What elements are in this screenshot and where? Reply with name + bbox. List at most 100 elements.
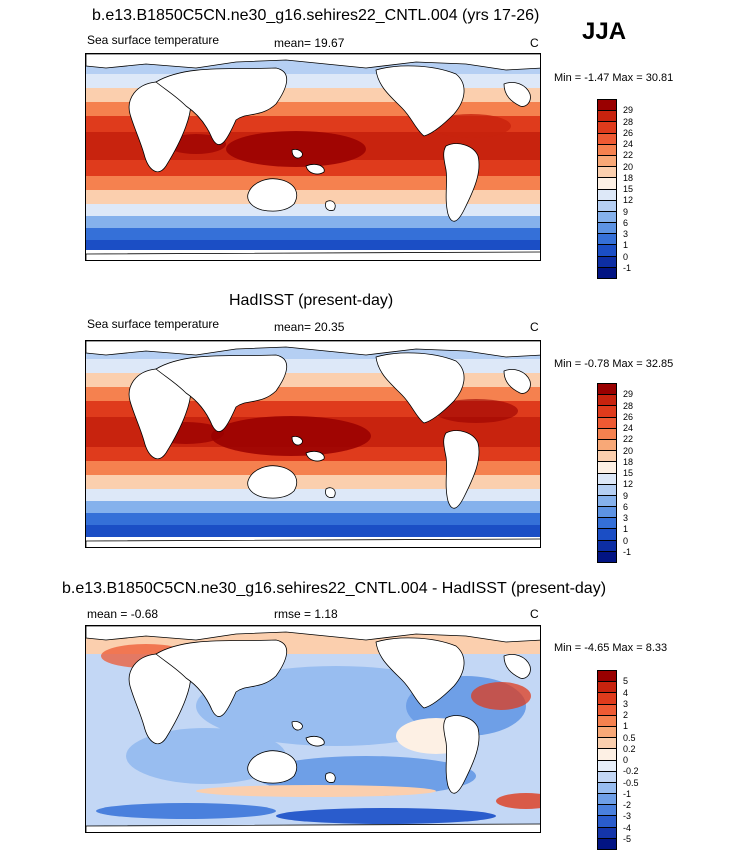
panel3-title: b.e13.B1850C5CN.ne30_g16.sehires22_CNTL.… (62, 580, 607, 597)
colorbar-tick-label: -0.2 (623, 766, 639, 777)
panel1-mean-label: mean= 19.67 (274, 36, 345, 50)
panel3-map (85, 625, 541, 833)
colorbar-tick-label: 20 (623, 445, 634, 456)
colorbar-swatch (598, 189, 616, 201)
panel1-units-label: C (530, 36, 539, 50)
panel3-colorbar (597, 670, 617, 850)
colorbar-tick-label: 18 (623, 172, 634, 183)
colorbar-swatch (598, 122, 616, 134)
colorbar-swatch (598, 133, 616, 145)
colorbar-tick-label: 24 (623, 423, 634, 433)
colorbar-swatch (598, 827, 616, 839)
colorbar-swatch (598, 816, 616, 828)
colorbar-swatch (598, 551, 616, 562)
colorbar-swatch (598, 111, 616, 123)
colorbar-swatch (598, 223, 616, 235)
colorbar-tick-label: 6 (623, 217, 629, 228)
panel2-title: HadISST (present-day) (229, 292, 394, 309)
panel1-colorbar-labels: 29 28 26 24 22 20 18 15 12 9 6 3 1 0 -1 (623, 99, 663, 279)
panel3-colorbar-labels: 5 4 3 2 1 0.5 0.2 0 -0.2 -0.5 -1 -2 -3 -4 -5 (623, 670, 663, 850)
colorbar-tick-label: 0 (623, 251, 629, 262)
colorbar-swatch (598, 495, 616, 508)
colorbar-swatch (598, 428, 616, 440)
colorbar-swatch (598, 395, 616, 407)
colorbar-swatch (598, 693, 616, 705)
colorbar-tick-label: -4 (623, 822, 632, 833)
panel2-colorbar (597, 383, 617, 563)
panel1-minmax-label: Min = -1.47 Max = 30.81 (554, 72, 674, 84)
season-label: JJA (582, 18, 627, 45)
panel2-minmax-label: Min = -0.78 Max = 32.85 (554, 358, 674, 370)
colorbar-swatch (598, 760, 616, 772)
colorbar-swatch (598, 100, 616, 112)
colorbar-swatch (598, 211, 616, 224)
colorbar-tick-label: 5 (623, 676, 629, 687)
panel2-map (85, 340, 541, 548)
colorbar-swatch (598, 540, 616, 552)
panel3-units-label: C (530, 607, 539, 621)
colorbar-tick-label: 9 (623, 206, 629, 217)
colorbar-swatch (598, 234, 616, 246)
colorbar-tick-label: 0.5 (623, 732, 636, 743)
colorbar-swatch (598, 749, 616, 761)
colorbar-swatch (598, 406, 616, 418)
colorbar-swatch (598, 167, 616, 179)
colorbar-swatch (598, 671, 616, 683)
colorbar-tick-label: 3 (623, 229, 629, 239)
colorbar-tick-label: 1 (623, 721, 629, 732)
colorbar-tick-label: 3 (623, 513, 629, 523)
colorbar-tick-label: 0.2 (623, 743, 636, 754)
colorbar-tick-label: -0.5 (623, 777, 639, 788)
colorbar-tick-label: -5 (623, 833, 632, 844)
colorbar-swatch (598, 267, 616, 278)
colorbar-swatch (598, 682, 616, 694)
colorbar-tick-label: 12 (623, 195, 634, 206)
panel1-title: b.e13.B1850C5CN.ne30_g16.sehires22_CNTL.… (92, 7, 540, 24)
panel2-units-label: C (530, 320, 539, 334)
colorbar-swatch (598, 704, 616, 716)
colorbar-swatch (598, 484, 616, 496)
colorbar-swatch (598, 451, 616, 463)
colorbar-swatch (598, 518, 616, 530)
colorbar-tick-label: 28 (623, 400, 634, 411)
colorbar-swatch (598, 155, 616, 168)
panel3-minmax-label: Min = -4.65 Max = 8.33 (554, 642, 668, 654)
colorbar-tick-label: -1 (623, 788, 632, 799)
colorbar-tick-label: 9 (623, 490, 629, 501)
colorbar-swatch (598, 439, 616, 452)
colorbar-tick-label: 4 (623, 687, 629, 698)
panel2-variable-label: Sea surface temperature (87, 317, 220, 331)
colorbar-swatch (598, 507, 616, 519)
colorbar-tick-label: 22 (623, 150, 634, 161)
colorbar-swatch (598, 805, 616, 817)
colorbar-tick-label: -1 (623, 262, 632, 273)
colorbar-tick-label: 1 (623, 524, 629, 535)
colorbar-tick-label: 2 (623, 710, 629, 720)
colorbar-swatch (598, 782, 616, 795)
colorbar-swatch (598, 178, 616, 190)
colorbar-tick-label: 0 (623, 535, 629, 546)
colorbar-tick-label: 29 (623, 105, 634, 116)
colorbar-swatch (598, 715, 616, 727)
colorbar-tick-label: 24 (623, 139, 634, 149)
colorbar-tick-label: 18 (623, 456, 634, 467)
colorbar-swatch (598, 838, 616, 849)
panel1-variable-label: Sea surface temperature (87, 33, 220, 47)
colorbar-tick-label: -2 (623, 800, 632, 810)
colorbar-swatch (598, 417, 616, 429)
colorbar-swatch (598, 245, 616, 257)
colorbar-tick-label: -3 (623, 811, 632, 822)
colorbar-swatch (598, 529, 616, 541)
colorbar-tick-label: 3 (623, 698, 629, 709)
colorbar-tick-label: 12 (623, 479, 634, 490)
colorbar-swatch (598, 384, 616, 396)
colorbar-tick-label: 1 (623, 240, 629, 251)
colorbar-tick-label: 0 (623, 755, 629, 765)
panel2-colorbar-labels: 29 28 26 24 22 20 18 15 12 9 6 3 1 0 -1 (623, 383, 663, 563)
panel2-mean-label: mean= 20.35 (274, 320, 345, 334)
colorbar-swatch (598, 726, 616, 739)
panel1-colorbar (597, 99, 617, 279)
colorbar-swatch (598, 771, 616, 783)
colorbar-tick-label: 26 (623, 127, 634, 138)
colorbar-swatch (598, 256, 616, 268)
